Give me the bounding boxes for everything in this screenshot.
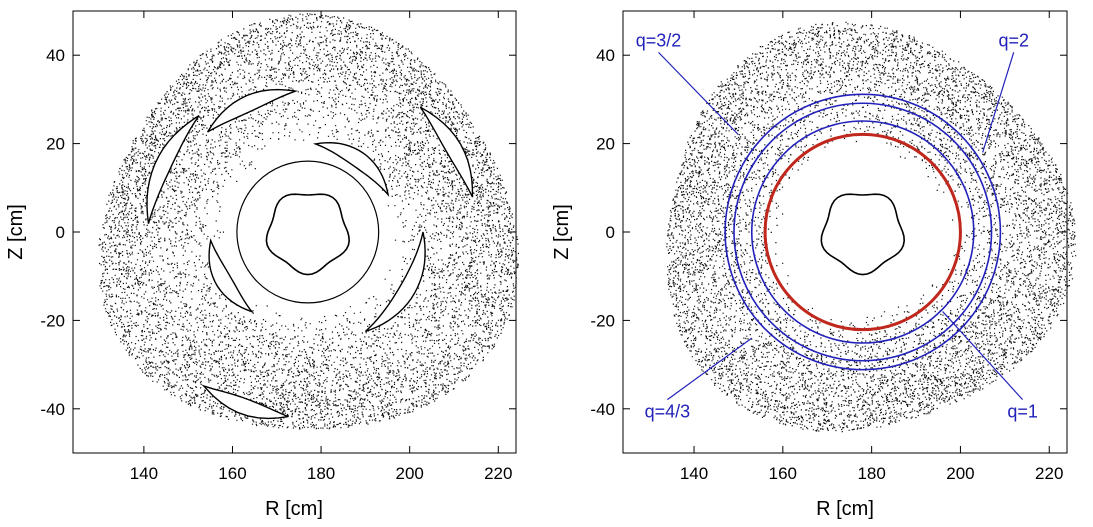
annotation-label-1: q=2 bbox=[998, 30, 1029, 50]
x-tick-label: 220 bbox=[484, 464, 512, 483]
core-island-boundary bbox=[236, 160, 380, 304]
y-tick-label: 20 bbox=[46, 135, 65, 154]
annotation-label-2: q=4/3 bbox=[645, 402, 691, 422]
x-tick-label: 180 bbox=[307, 464, 335, 483]
x-tick-label: 160 bbox=[218, 464, 246, 483]
annotation-label-0: q=3/2 bbox=[636, 30, 682, 50]
poincare-dots bbox=[98, 13, 519, 430]
y-tick-label: 0 bbox=[606, 223, 615, 242]
y-tick-label: 40 bbox=[46, 46, 65, 65]
y-tick-label: -20 bbox=[590, 311, 615, 330]
right-xlabel: R [cm] bbox=[816, 498, 874, 520]
island-6 bbox=[201, 384, 289, 420]
x-tick-label: 200 bbox=[946, 464, 974, 483]
island-2 bbox=[208, 238, 255, 314]
right-ylabel: Z [cm] bbox=[551, 204, 573, 260]
y-tick-label: 0 bbox=[56, 223, 65, 242]
left-ylabel: Z [cm] bbox=[5, 204, 27, 260]
annotation-leader-3 bbox=[942, 311, 1024, 401]
y-tick-label: -20 bbox=[40, 311, 65, 330]
x-tick-label: 220 bbox=[1035, 464, 1063, 483]
x-tick-label: 140 bbox=[680, 464, 708, 483]
x-tick-label: 160 bbox=[769, 464, 797, 483]
x-tick-label: 200 bbox=[395, 464, 423, 483]
surface-q-4-3 bbox=[750, 120, 975, 344]
y-tick-label: -40 bbox=[40, 400, 65, 419]
y-tick-label: -40 bbox=[590, 400, 615, 419]
x-tick-label: 140 bbox=[130, 464, 158, 483]
left-xlabel: R [cm] bbox=[265, 498, 323, 520]
island-3 bbox=[146, 115, 200, 224]
right-panel: q=3/2 q=2q=4/3 q=1 140 160 180 200 22040200-20… bbox=[551, 10, 1077, 520]
annotation-leader-0 bbox=[658, 51, 739, 136]
right-rational-surfaces bbox=[724, 93, 1002, 371]
island-0 bbox=[312, 141, 390, 197]
y-tick-label: 20 bbox=[596, 135, 615, 154]
y-tick-label: 40 bbox=[596, 46, 615, 65]
right-annotations: q=3/2 q=2 q=4/3 q=1 bbox=[636, 30, 1038, 421]
surface-q-3-2 bbox=[733, 102, 993, 362]
core-flux-surface bbox=[265, 193, 351, 276]
x-tick-label: 180 bbox=[857, 464, 885, 483]
surface-q-2 bbox=[724, 93, 1002, 371]
core-flux-surface bbox=[820, 193, 906, 276]
right-poincare-points bbox=[666, 21, 1077, 433]
left-poincare-points bbox=[98, 13, 519, 430]
annotation-label-3: q=1 bbox=[1007, 402, 1038, 422]
island-4 bbox=[207, 88, 299, 133]
island-1 bbox=[364, 231, 426, 333]
annotation-leader-1 bbox=[982, 52, 1015, 153]
annotation-leader-2 bbox=[667, 337, 753, 401]
poincare-dots bbox=[666, 21, 1077, 433]
island-5 bbox=[419, 106, 474, 198]
surface-q-1 bbox=[763, 132, 962, 332]
